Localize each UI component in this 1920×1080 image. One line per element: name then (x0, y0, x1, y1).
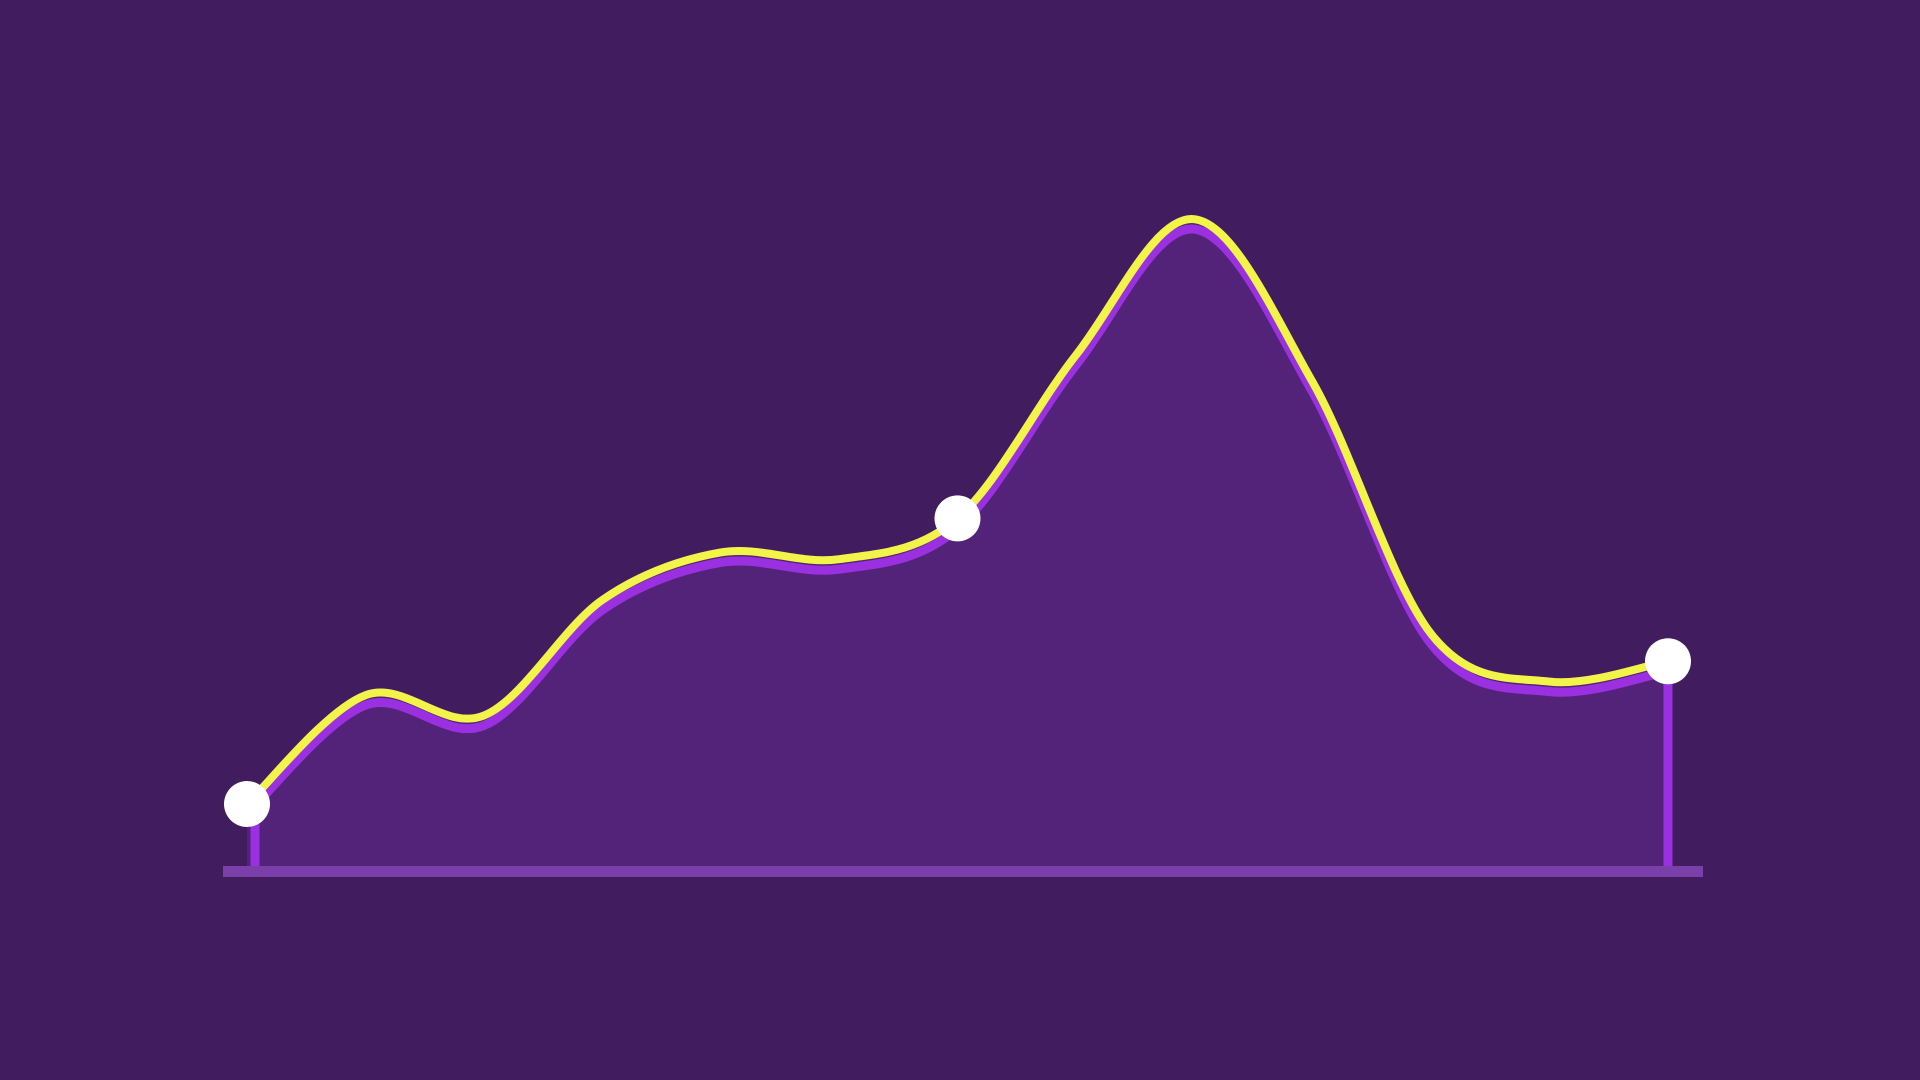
data-point-marker (224, 781, 270, 827)
line-layer (242, 215, 1673, 819)
x-axis-baseline (223, 866, 1703, 877)
data-point-marker (934, 495, 981, 542)
area-layer (247, 219, 1668, 872)
series-edge-line (242, 224, 1673, 819)
area-fill (247, 219, 1668, 872)
series-line (243, 215, 1672, 808)
data-point-marker (1645, 638, 1691, 685)
marker-layer (224, 495, 1691, 827)
